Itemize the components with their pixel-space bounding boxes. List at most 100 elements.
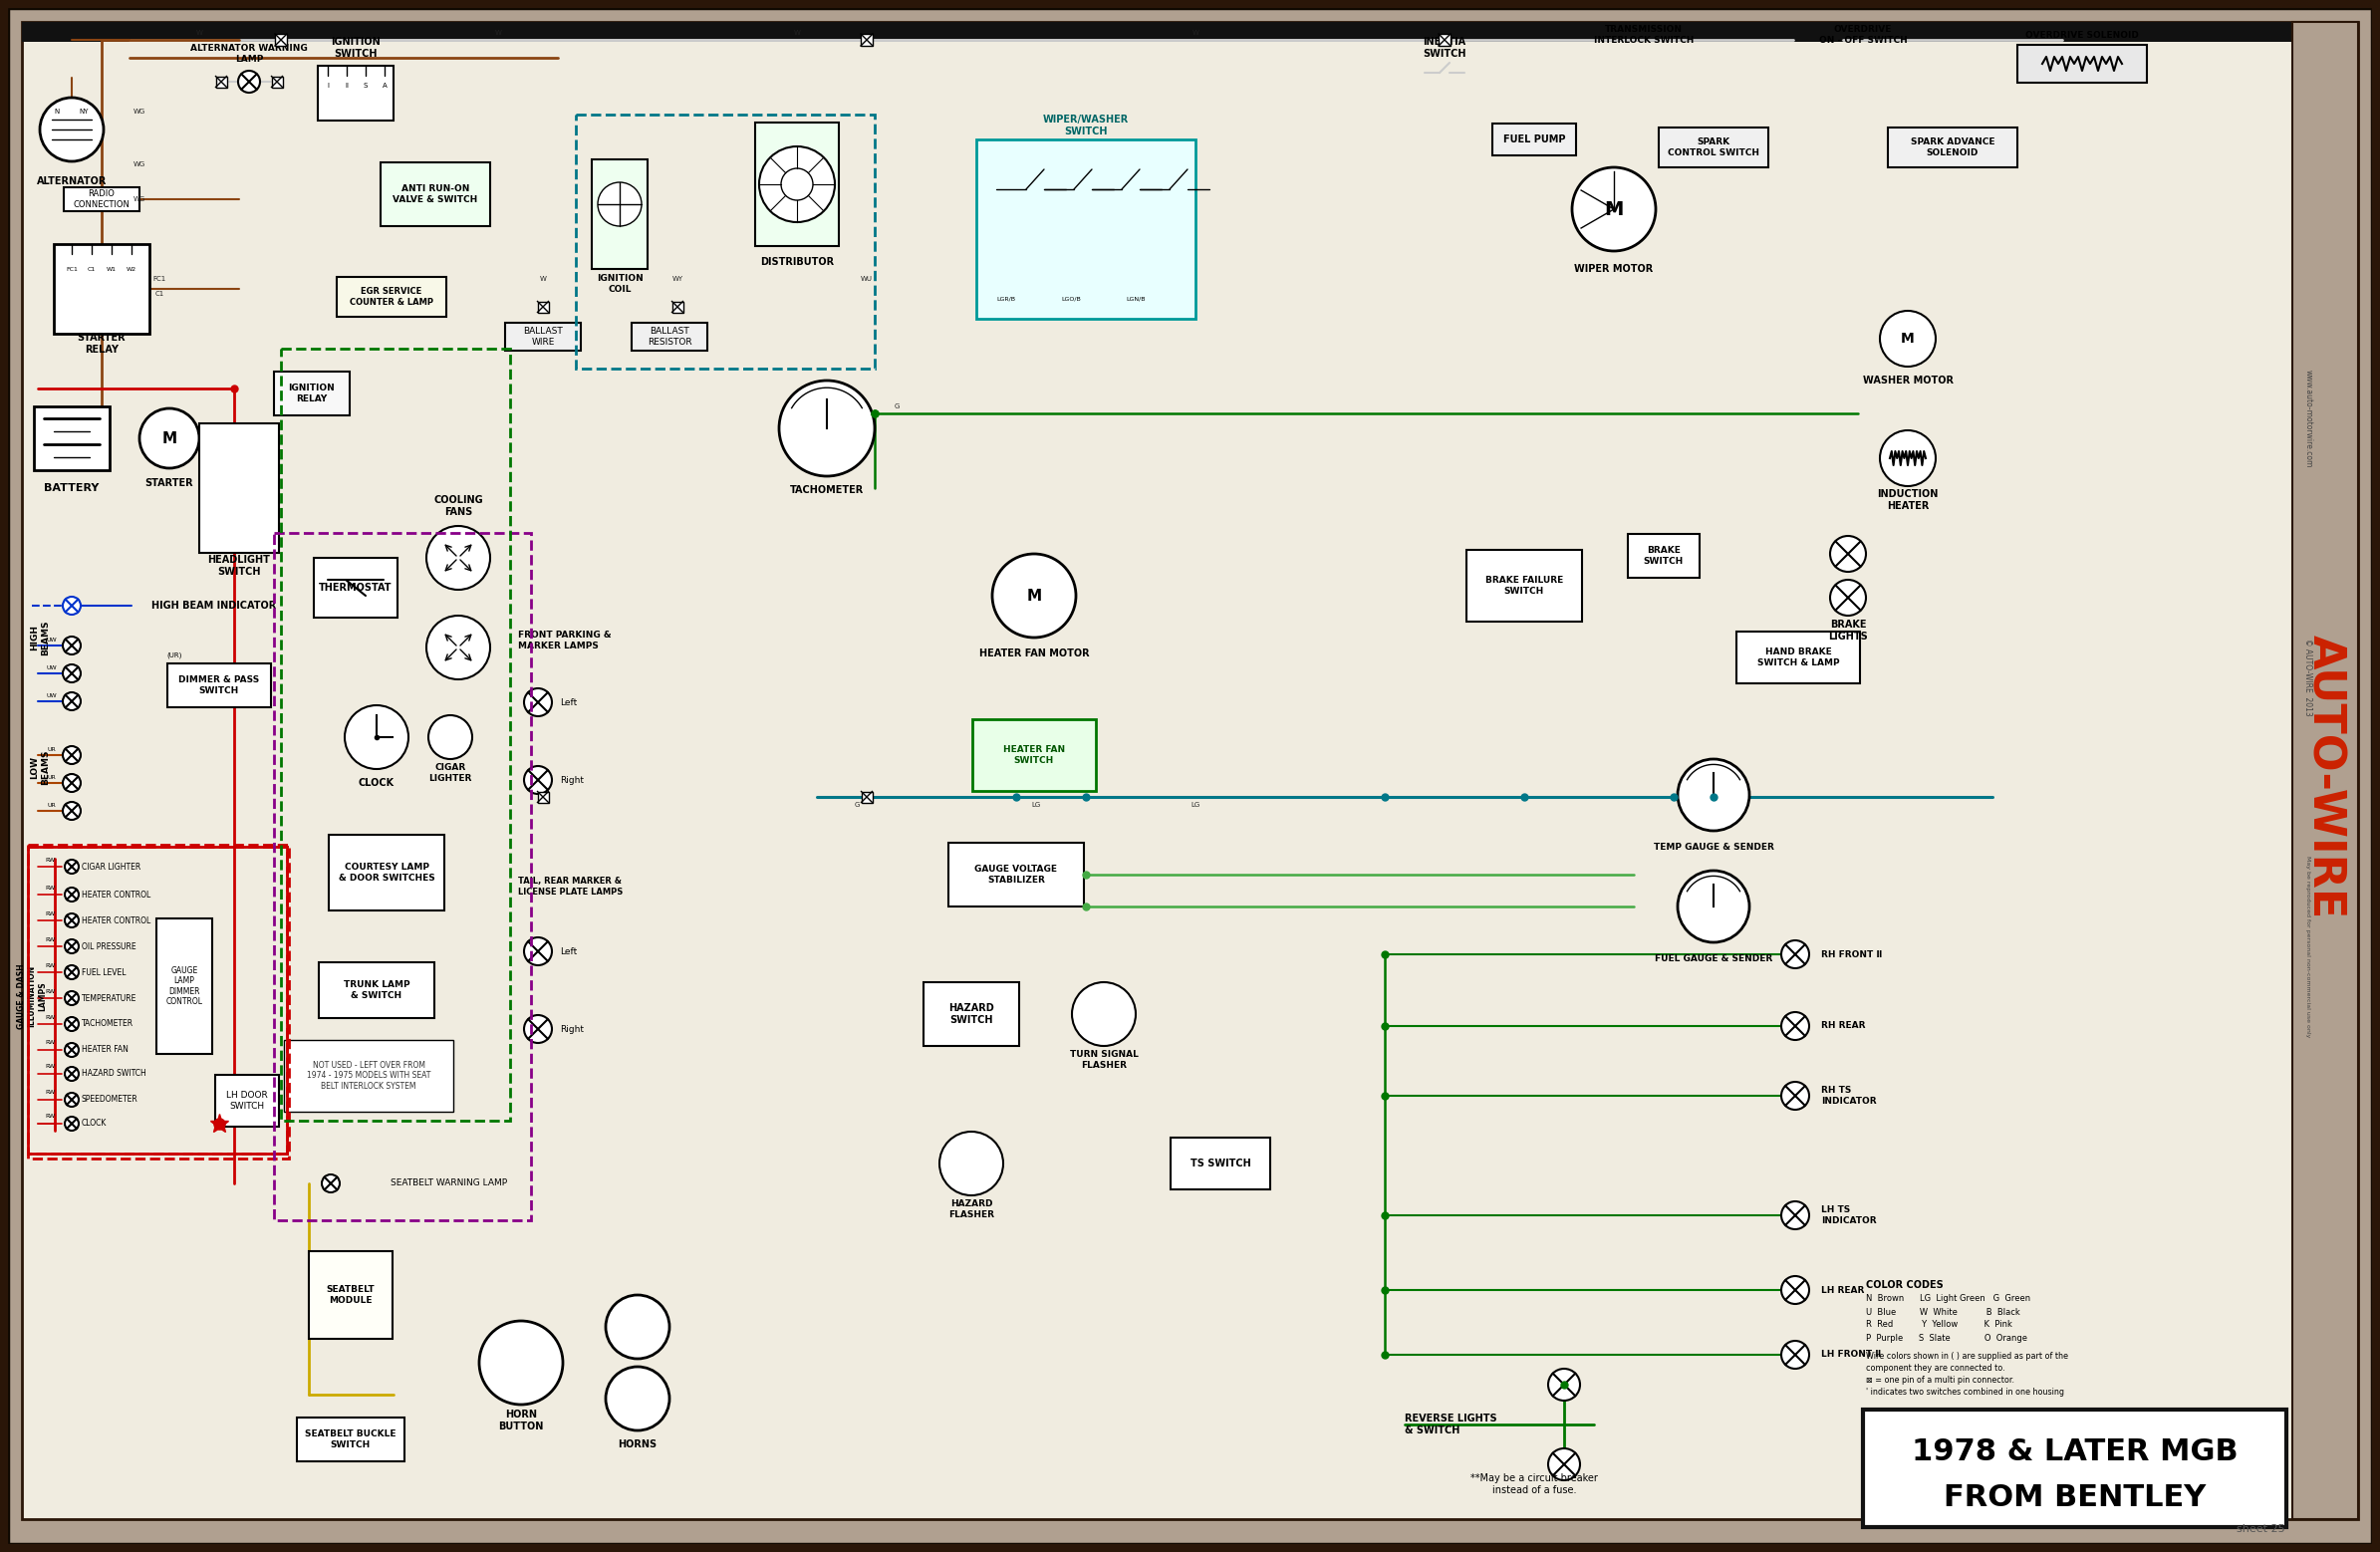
Circle shape <box>1547 1448 1580 1481</box>
Circle shape <box>1880 310 1935 366</box>
Text: RW: RW <box>45 1040 55 1046</box>
Text: W2: W2 <box>126 267 136 272</box>
Bar <box>274 371 350 416</box>
Text: SEATBELT
MODULE: SEATBELT MODULE <box>326 1285 376 1305</box>
Text: WIPER MOTOR: WIPER MOTOR <box>1576 264 1654 275</box>
Text: RW: RW <box>45 885 55 889</box>
Text: LH REAR: LH REAR <box>1821 1285 1864 1294</box>
Bar <box>309 1251 393 1339</box>
Text: G: G <box>895 404 900 410</box>
Text: EGR SERVICE
COUNTER & LAMP: EGR SERVICE COUNTER & LAMP <box>350 287 433 306</box>
Text: CLOCK: CLOCK <box>359 778 395 788</box>
Text: FUEL PUMP: FUEL PUMP <box>1504 135 1566 144</box>
Circle shape <box>1071 982 1135 1046</box>
Bar <box>271 76 283 87</box>
Bar <box>55 244 150 334</box>
Circle shape <box>62 692 81 711</box>
Bar <box>538 792 547 802</box>
Text: FROM BENTLEY: FROM BENTLEY <box>1944 1482 2206 1512</box>
Circle shape <box>321 1175 340 1192</box>
Text: TAIL, REAR MARKER &
LICENSE PLATE LAMPS: TAIL, REAR MARKER & LICENSE PLATE LAMPS <box>519 877 624 896</box>
Text: sheet 25: sheet 25 <box>2237 1524 2285 1533</box>
Bar <box>157 919 212 1054</box>
Text: CLOCK: CLOCK <box>81 1119 107 1128</box>
Text: W1: W1 <box>107 267 117 272</box>
Circle shape <box>1573 168 1656 251</box>
Text: CIGAR LIGHTER: CIGAR LIGHTER <box>81 863 140 871</box>
Text: COOLING
FANS: COOLING FANS <box>433 495 483 517</box>
Text: UW: UW <box>48 636 57 643</box>
Text: RW: RW <box>45 1091 55 1096</box>
Bar <box>298 1417 405 1462</box>
Text: C1: C1 <box>155 290 164 296</box>
Text: WG: WG <box>133 196 145 202</box>
Text: Left: Left <box>559 698 576 706</box>
Text: LOW
BEAMS: LOW BEAMS <box>31 750 50 785</box>
Text: HAND BRAKE
SWITCH & LAMP: HAND BRAKE SWITCH & LAMP <box>1756 647 1840 667</box>
Circle shape <box>62 596 81 615</box>
Bar <box>2018 45 2147 82</box>
Text: OVERDRIVE SOLENOID: OVERDRIVE SOLENOID <box>2025 31 2140 39</box>
Text: WG: WG <box>133 109 145 115</box>
Circle shape <box>1830 580 1866 616</box>
Text: WY: WY <box>671 276 683 282</box>
Text: A: A <box>383 82 388 88</box>
Text: Left: Left <box>559 947 576 956</box>
Text: TURN SIGNAL
FLASHER: TURN SIGNAL FLASHER <box>1069 1051 1138 1069</box>
Text: LGR/B: LGR/B <box>997 296 1016 301</box>
Text: BALLAST
RESISTOR: BALLAST RESISTOR <box>647 327 693 346</box>
Circle shape <box>1547 1369 1580 1400</box>
Text: HAZARD
FLASHER: HAZARD FLASHER <box>947 1200 995 1218</box>
Bar <box>314 557 397 618</box>
Circle shape <box>62 747 81 764</box>
Text: TEMP GAUGE & SENDER: TEMP GAUGE & SENDER <box>1654 843 1773 850</box>
Circle shape <box>1830 535 1866 571</box>
Text: www.auto-motorwire.com: www.auto-motorwire.com <box>2304 369 2313 467</box>
Text: HEATER CONTROL: HEATER CONTROL <box>81 889 150 899</box>
Circle shape <box>1780 1276 1809 1304</box>
Bar <box>336 276 447 317</box>
Text: DISTRIBUTOR: DISTRIBUTOR <box>759 258 833 267</box>
Text: HEATER FAN: HEATER FAN <box>81 1046 129 1054</box>
Text: LG: LG <box>1190 802 1200 809</box>
Text: BRAKE FAILURE
SWITCH: BRAKE FAILURE SWITCH <box>1485 576 1564 596</box>
Circle shape <box>40 98 105 161</box>
Bar <box>1438 34 1449 47</box>
Text: LGO/B: LGO/B <box>1061 296 1081 301</box>
Text: FC1: FC1 <box>67 267 79 272</box>
Text: TS SWITCH: TS SWITCH <box>1190 1158 1250 1169</box>
Text: WU: WU <box>862 276 873 282</box>
Text: BATTERY: BATTERY <box>45 483 100 494</box>
Circle shape <box>1780 941 1809 968</box>
Text: RW: RW <box>45 911 55 916</box>
Bar <box>29 847 288 1153</box>
Text: FUEL GAUGE & SENDER: FUEL GAUGE & SENDER <box>1654 954 1773 962</box>
Bar <box>214 1076 278 1127</box>
Text: HAZARD SWITCH: HAZARD SWITCH <box>81 1069 145 1079</box>
Text: C1: C1 <box>88 267 95 272</box>
Bar <box>1466 549 1583 622</box>
Text: W: W <box>495 29 502 36</box>
Text: SEATBELT BUCKLE
SWITCH: SEATBELT BUCKLE SWITCH <box>305 1429 395 1450</box>
Bar <box>29 844 288 1158</box>
Bar <box>1737 632 1859 683</box>
Text: HIGH BEAM INDICATOR: HIGH BEAM INDICATOR <box>152 601 276 610</box>
Circle shape <box>940 1131 1004 1195</box>
Text: ' indicates two switches combined in one housing: ' indicates two switches combined in one… <box>1866 1387 2063 1397</box>
Text: Right: Right <box>559 1024 583 1034</box>
Circle shape <box>64 1066 79 1080</box>
Text: HAZARD
SWITCH: HAZARD SWITCH <box>950 1003 995 1024</box>
Circle shape <box>64 860 79 874</box>
Text: GAUGE
LAMP
DIMMER
CONTROL: GAUGE LAMP DIMMER CONTROL <box>167 967 202 1006</box>
Text: TEMPERATURE: TEMPERATURE <box>81 993 138 1003</box>
Bar <box>976 140 1195 318</box>
Text: G: G <box>854 802 859 809</box>
Text: WASHER MOTOR: WASHER MOTOR <box>1864 376 1954 385</box>
Text: DIMMER & PASS
SWITCH: DIMMER & PASS SWITCH <box>178 675 259 695</box>
Circle shape <box>1880 430 1935 486</box>
Text: NOT USED - LEFT OVER FROM
1974 - 1975 MODELS WITH SEAT
BELT INTERLOCK SYSTEM: NOT USED - LEFT OVER FROM 1974 - 1975 MO… <box>307 1062 431 1091</box>
Text: THERMOSTAT: THERMOSTAT <box>319 582 393 593</box>
Circle shape <box>64 1093 79 1107</box>
Circle shape <box>1780 1201 1809 1229</box>
Circle shape <box>62 636 81 655</box>
